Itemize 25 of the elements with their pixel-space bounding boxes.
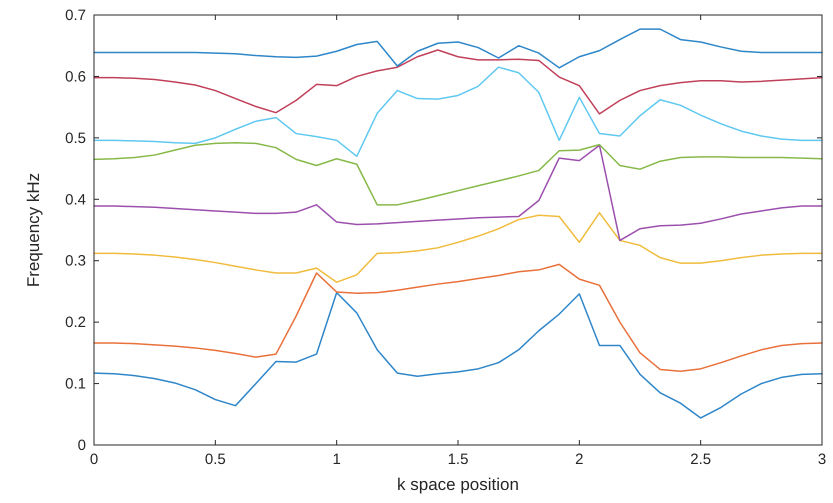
x-tick-label: 2 xyxy=(575,451,584,468)
x-tick-label: 1 xyxy=(332,451,341,468)
line-series xyxy=(93,49,823,115)
x-tick-label: 3 xyxy=(818,451,826,468)
y-tick-label: 0.3 xyxy=(65,252,86,270)
y-tick-label: 0.4 xyxy=(65,191,86,208)
x-tick-label: 2.5 xyxy=(690,451,712,468)
y-tick-label: 0.6 xyxy=(65,68,86,86)
line-series xyxy=(93,28,823,69)
line-series xyxy=(93,66,823,158)
x-tick-label: 0 xyxy=(90,451,98,468)
y-tick-label: 0.5 xyxy=(65,130,86,147)
line-series xyxy=(93,142,823,206)
line-series xyxy=(93,144,823,242)
y-tick-label: 0.7 xyxy=(65,7,86,24)
y-axis-title: Frequency kHz xyxy=(24,172,43,288)
x-axis-title: k space position xyxy=(397,475,519,494)
y-tick-label: 0.1 xyxy=(65,376,86,393)
y-tick-label: 0 xyxy=(78,437,86,454)
x-tick-label: 1.5 xyxy=(448,451,468,468)
y-tick-label: 0.2 xyxy=(65,314,86,332)
line-series xyxy=(93,292,823,419)
line-series xyxy=(93,212,823,283)
line-series xyxy=(93,264,823,372)
x-tick-label: 0.5 xyxy=(204,451,226,468)
